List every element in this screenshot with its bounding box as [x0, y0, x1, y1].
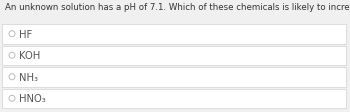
Text: NH₃: NH₃	[19, 72, 38, 82]
Text: KOH: KOH	[19, 51, 40, 61]
FancyBboxPatch shape	[2, 46, 346, 65]
Text: HNO₃: HNO₃	[19, 93, 46, 103]
Text: An unknown solution has a pH of 7.1. Which of these chemicals is likely to incre: An unknown solution has a pH of 7.1. Whi…	[5, 3, 350, 12]
FancyBboxPatch shape	[2, 67, 346, 87]
FancyBboxPatch shape	[2, 25, 346, 44]
Text: HF: HF	[19, 29, 32, 39]
FancyBboxPatch shape	[2, 89, 346, 108]
